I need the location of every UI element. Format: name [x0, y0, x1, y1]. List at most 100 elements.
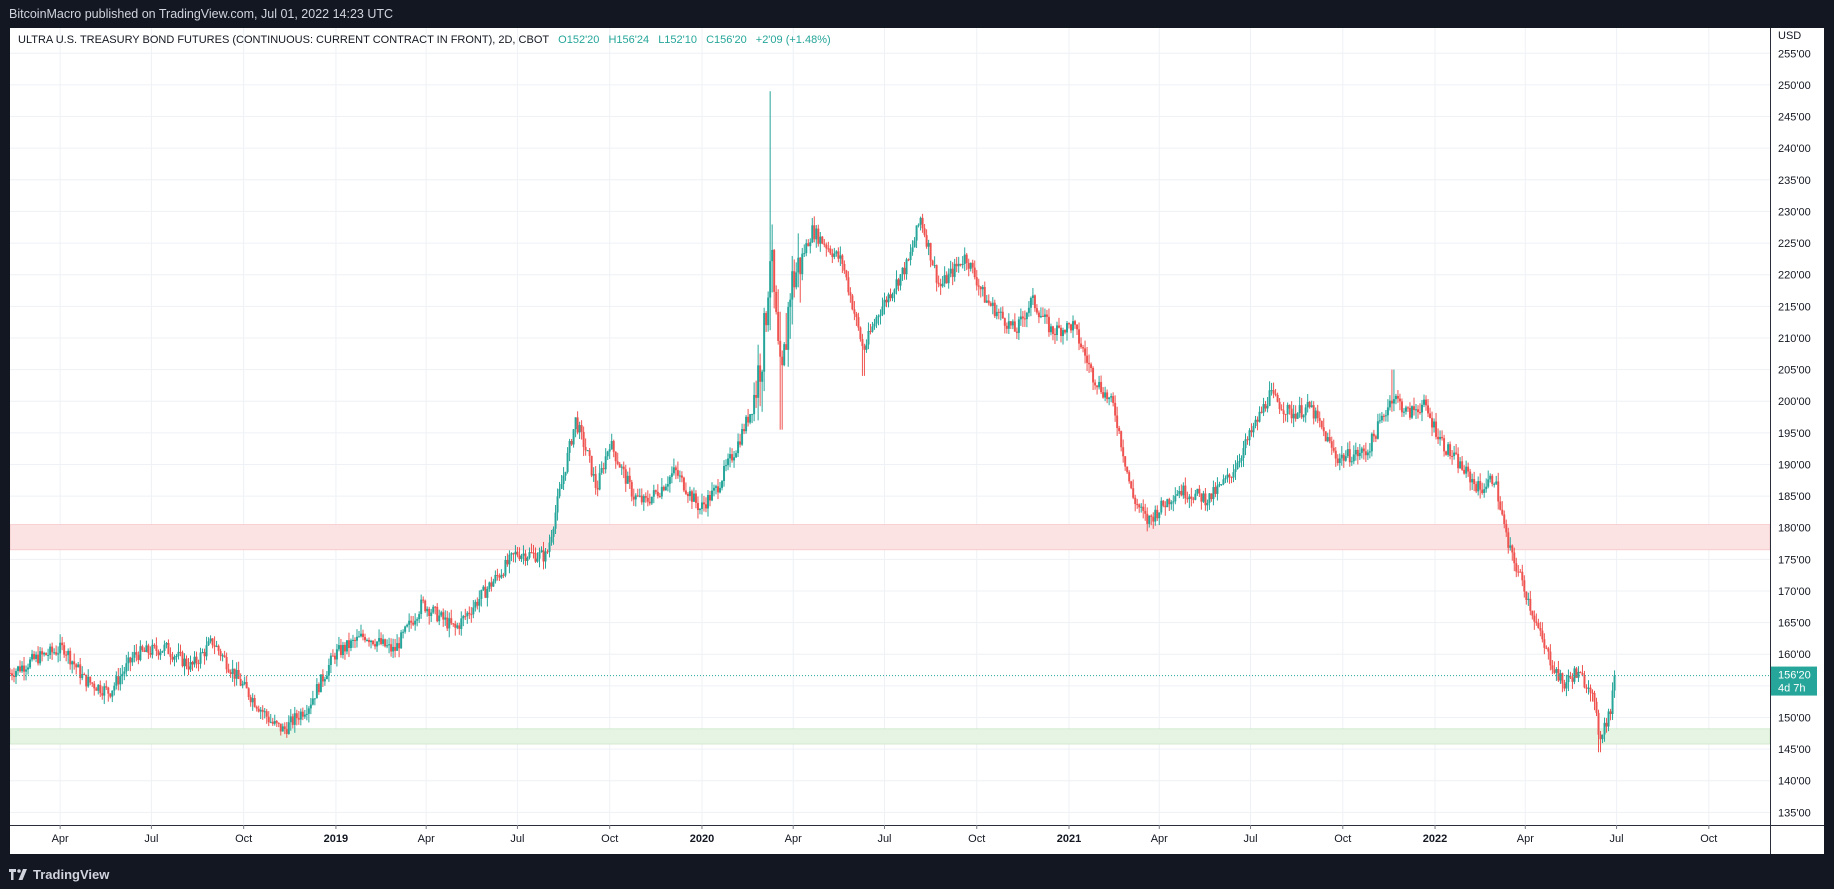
- candle-body: [909, 251, 912, 261]
- candle: [735, 450, 738, 458]
- candle: [781, 350, 784, 430]
- candle: [1232, 464, 1235, 483]
- candle-body: [516, 551, 519, 556]
- candle-body: [1421, 404, 1424, 413]
- tradingview-logo[interactable]: TradingView: [9, 866, 109, 882]
- candle: [1118, 425, 1121, 434]
- candle-body: [650, 496, 653, 504]
- candle: [971, 259, 974, 274]
- candle: [51, 642, 54, 660]
- candle-body: [149, 653, 152, 655]
- candle-body: [911, 247, 914, 252]
- candle-body: [1144, 510, 1147, 514]
- candle: [474, 599, 477, 612]
- candle-body: [490, 582, 493, 587]
- candle-body: [1210, 493, 1213, 500]
- candle: [384, 638, 387, 648]
- candle-body: [526, 557, 529, 561]
- candle-body: [504, 559, 507, 576]
- candle: [77, 662, 80, 668]
- candle: [167, 639, 170, 655]
- candle: [1495, 475, 1498, 486]
- candle: [277, 722, 280, 728]
- candle-body: [1573, 668, 1576, 682]
- candle-body: [534, 552, 537, 562]
- candle: [688, 486, 691, 501]
- candle: [931, 259, 934, 266]
- candle-body: [171, 656, 174, 660]
- candle-body: [313, 698, 316, 700]
- candle: [374, 638, 377, 650]
- candle: [69, 647, 72, 670]
- candle: [723, 460, 726, 487]
- candle: [470, 607, 473, 623]
- candle-body: [1605, 722, 1608, 727]
- candle: [508, 550, 511, 574]
- candle-body: [696, 502, 699, 511]
- candle-body: [1276, 394, 1279, 402]
- candle: [933, 256, 936, 269]
- candle-body: [1078, 329, 1081, 344]
- candle-body: [79, 664, 82, 679]
- candle: [392, 638, 395, 659]
- candle: [416, 617, 419, 627]
- candle-body: [562, 475, 565, 484]
- candle: [372, 640, 375, 646]
- candle: [1525, 591, 1528, 605]
- candle-body: [1324, 431, 1327, 442]
- candle-body: [370, 640, 373, 643]
- candle-body: [743, 429, 746, 432]
- candle-body: [468, 612, 471, 615]
- candle: [317, 682, 320, 695]
- candle: [917, 223, 920, 228]
- price-tick-label: 200'00: [1778, 396, 1811, 408]
- candle-body: [1272, 390, 1275, 394]
- candle: [799, 257, 802, 303]
- candle-body: [1260, 411, 1263, 413]
- candle-body: [143, 650, 146, 652]
- candle: [1328, 429, 1331, 444]
- candle: [1479, 473, 1482, 499]
- candle-body: [317, 684, 320, 693]
- candle: [1070, 323, 1073, 334]
- candle-body: [1587, 687, 1590, 689]
- candle-body: [1481, 489, 1484, 493]
- candle-body: [1166, 499, 1169, 508]
- candle: [319, 674, 322, 693]
- candle: [791, 255, 794, 325]
- candle-body: [1457, 453, 1460, 469]
- price-tick-label: 180'00: [1778, 523, 1811, 535]
- candle: [749, 414, 752, 425]
- candle-body: [153, 644, 156, 646]
- candle: [193, 651, 196, 668]
- candle: [203, 648, 206, 665]
- candle-body: [1072, 321, 1075, 331]
- candle-body: [789, 299, 792, 307]
- candle: [1005, 322, 1008, 334]
- candle: [1280, 404, 1283, 411]
- candle: [157, 649, 160, 660]
- candle-body: [309, 704, 312, 709]
- candle: [977, 278, 980, 296]
- candle-body: [35, 654, 38, 659]
- candle: [1431, 411, 1434, 437]
- candle-body: [735, 453, 738, 458]
- candle-body: [301, 711, 304, 717]
- candle: [289, 709, 292, 731]
- price-tick-label: 145'00: [1778, 744, 1811, 756]
- price-scale-currency: USD: [1778, 30, 1801, 42]
- candle: [25, 665, 28, 681]
- candle: [584, 438, 587, 456]
- candle: [831, 248, 834, 263]
- candle: [291, 713, 294, 729]
- candle-body: [1553, 669, 1556, 673]
- candle-body: [779, 340, 782, 357]
- candle: [1164, 501, 1167, 516]
- candle: [937, 275, 940, 288]
- price-chart[interactable]: USD255'00250'00245'00240'00235'00230'002…: [10, 28, 1824, 854]
- candle-body: [458, 625, 461, 629]
- candle: [1031, 287, 1034, 306]
- candle: [185, 655, 188, 670]
- candle: [281, 723, 284, 732]
- candle-body: [438, 615, 441, 622]
